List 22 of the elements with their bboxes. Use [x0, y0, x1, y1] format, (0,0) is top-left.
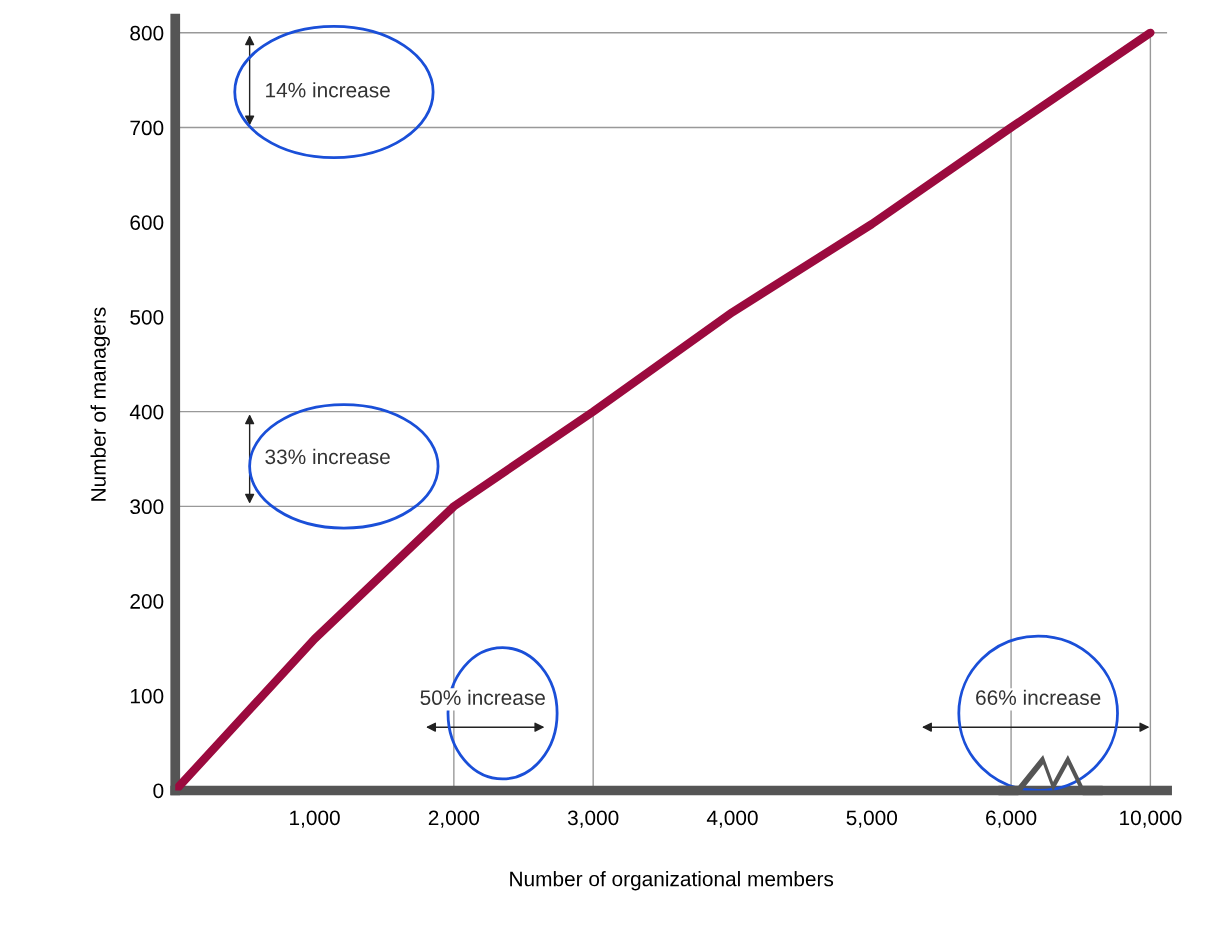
x-tick-label: 2,000: [428, 810, 480, 828]
y-tick-label: 0: [153, 783, 164, 799]
y-tick-label: 600: [130, 215, 164, 230]
annotation: 14% increase: [266, 82, 390, 98]
x-tick-label: 6,000: [986, 810, 1037, 828]
y-tick-label: 500: [130, 309, 164, 325]
x-tick-label: 1,000: [290, 810, 340, 828]
annotation: 50% increase: [420, 689, 545, 706]
x-axis-title: Number of organizational members: [510, 871, 834, 891]
x-tick-label: 5,000: [846, 810, 898, 828]
x-tick-label: 10,000: [1120, 810, 1182, 828]
annotation: 33% increase: [265, 448, 390, 465]
x-tick-label: 4,000: [706, 810, 758, 828]
y-tick-label: 100: [130, 688, 164, 704]
y-tick-label: 400: [129, 404, 164, 420]
y-tick-label: 300: [130, 499, 164, 515]
annotation: 66% increase: [976, 689, 1101, 706]
x-tick-label: 3,000: [567, 810, 619, 828]
y-axis-title: Number of managers: [90, 307, 110, 501]
y-tick-label: 700: [130, 120, 164, 136]
y-tick-label: 800: [130, 25, 164, 41]
y-tick-label: 200: [130, 594, 164, 609]
